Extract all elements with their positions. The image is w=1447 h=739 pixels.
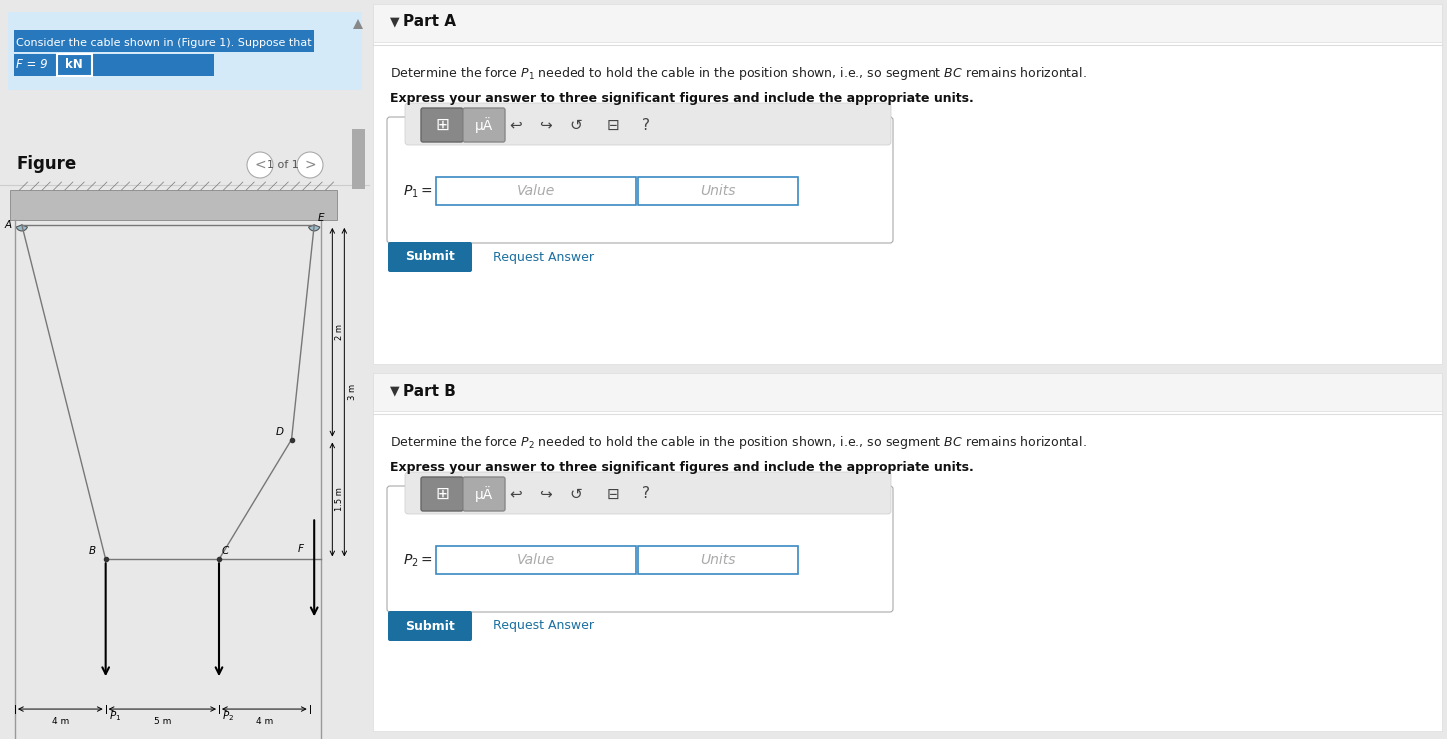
Text: Express your answer to three significant figures and include the appropriate uni: Express your answer to three significant… bbox=[391, 92, 974, 105]
Bar bbox=[436, 546, 637, 574]
Text: Request Answer: Request Answer bbox=[493, 619, 595, 633]
Text: $P_1 =$: $P_1 =$ bbox=[404, 184, 433, 200]
Bar bbox=[373, 373, 1443, 411]
Text: ▼: ▼ bbox=[391, 16, 399, 29]
Text: ?: ? bbox=[642, 118, 650, 132]
Bar bbox=[436, 177, 637, 205]
Bar bbox=[638, 177, 797, 205]
Text: ↪: ↪ bbox=[540, 486, 553, 502]
FancyBboxPatch shape bbox=[463, 477, 505, 511]
Text: Request Answer: Request Answer bbox=[493, 251, 595, 264]
Text: Express your answer to three significant figures and include the appropriate uni: Express your answer to three significant… bbox=[391, 461, 974, 474]
Text: F = 9: F = 9 bbox=[16, 58, 55, 72]
Text: Determine the force $P_1$ needed to hold the cable in the position shown, i.e., : Determine the force $P_1$ needed to hold… bbox=[391, 65, 1087, 82]
Text: μÄ: μÄ bbox=[475, 117, 493, 133]
Text: ↪: ↪ bbox=[540, 118, 553, 132]
Text: ↺: ↺ bbox=[570, 118, 582, 132]
Text: Units: Units bbox=[700, 184, 735, 198]
Text: ⊟: ⊟ bbox=[606, 118, 619, 132]
Text: 4 m: 4 m bbox=[52, 717, 69, 726]
Bar bbox=[14, 54, 214, 76]
Text: Submit: Submit bbox=[405, 251, 454, 264]
Text: $P_2 =$: $P_2 =$ bbox=[404, 553, 433, 569]
Text: ⊞: ⊞ bbox=[436, 116, 449, 134]
FancyBboxPatch shape bbox=[463, 108, 505, 142]
Text: 4 m: 4 m bbox=[256, 717, 273, 726]
Circle shape bbox=[247, 152, 273, 178]
Bar bbox=[9, 12, 362, 90]
Bar bbox=[373, 4, 1443, 42]
Text: Determine the force $P_2$ needed to hold the cable in the position shown, i.e., : Determine the force $P_2$ needed to hold… bbox=[391, 434, 1087, 451]
Text: μÄ: μÄ bbox=[475, 486, 493, 502]
Text: A: A bbox=[4, 220, 12, 230]
Text: kN: kN bbox=[65, 58, 82, 72]
Text: ⊞: ⊞ bbox=[436, 485, 449, 503]
Text: Submit: Submit bbox=[405, 619, 454, 633]
Text: ↺: ↺ bbox=[570, 486, 582, 502]
Text: E: E bbox=[318, 213, 324, 223]
Wedge shape bbox=[308, 225, 320, 231]
Wedge shape bbox=[16, 225, 27, 231]
Text: 2 m: 2 m bbox=[336, 324, 344, 340]
Text: C: C bbox=[221, 546, 229, 556]
Bar bbox=[638, 546, 797, 574]
Circle shape bbox=[297, 152, 323, 178]
FancyBboxPatch shape bbox=[405, 103, 891, 145]
Text: Consider the cable shown in (Figure 1). Suppose that: Consider the cable shown in (Figure 1). … bbox=[16, 38, 311, 48]
Text: F: F bbox=[298, 545, 304, 554]
Text: 1.5 m: 1.5 m bbox=[336, 488, 344, 511]
Bar bbox=[14, 30, 314, 52]
FancyBboxPatch shape bbox=[388, 242, 472, 272]
Text: >: > bbox=[304, 158, 315, 172]
Text: $P_1$: $P_1$ bbox=[109, 709, 122, 723]
Bar bbox=[373, 374, 1443, 731]
FancyBboxPatch shape bbox=[386, 117, 893, 243]
Text: ↩: ↩ bbox=[509, 486, 522, 502]
Text: D: D bbox=[275, 426, 284, 437]
Text: Units: Units bbox=[700, 553, 735, 567]
Text: <: < bbox=[255, 158, 266, 172]
Text: $P_2$: $P_2$ bbox=[221, 709, 234, 723]
Polygon shape bbox=[353, 19, 363, 29]
Text: ⊟: ⊟ bbox=[606, 486, 619, 502]
Bar bbox=[373, 5, 1443, 364]
Bar bbox=[352, 129, 365, 189]
Text: Figure: Figure bbox=[16, 155, 77, 173]
Text: ?: ? bbox=[642, 486, 650, 502]
FancyBboxPatch shape bbox=[421, 108, 463, 142]
Text: Value: Value bbox=[517, 184, 556, 198]
FancyBboxPatch shape bbox=[388, 611, 472, 641]
Bar bbox=[56, 54, 93, 76]
Text: Part A: Part A bbox=[404, 15, 456, 30]
Text: 3 m: 3 m bbox=[349, 384, 357, 401]
Text: Part B: Part B bbox=[404, 384, 456, 398]
Text: ↩: ↩ bbox=[509, 118, 522, 132]
FancyBboxPatch shape bbox=[386, 486, 893, 612]
Text: 1 of 1: 1 of 1 bbox=[268, 160, 300, 170]
Text: B: B bbox=[88, 546, 96, 556]
FancyBboxPatch shape bbox=[405, 472, 891, 514]
Text: Value: Value bbox=[517, 553, 556, 567]
Text: ▼: ▼ bbox=[391, 384, 399, 398]
FancyBboxPatch shape bbox=[421, 477, 463, 511]
Bar bbox=[10, 190, 337, 220]
Text: 5 m: 5 m bbox=[153, 717, 171, 726]
